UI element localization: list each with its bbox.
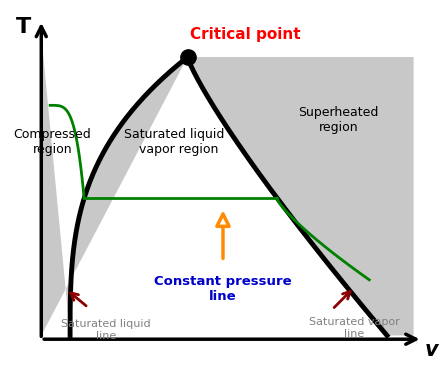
Text: Superheated
region: Superheated region xyxy=(298,106,378,134)
Text: Saturated vapor
line: Saturated vapor line xyxy=(309,317,400,339)
Text: Compressed
region: Compressed region xyxy=(13,128,91,156)
Polygon shape xyxy=(187,57,413,335)
Text: Saturated liquid -
vapor region: Saturated liquid - vapor region xyxy=(124,128,233,156)
Text: Constant pressure
line: Constant pressure line xyxy=(154,275,292,303)
Text: T: T xyxy=(16,17,31,37)
Text: Saturated liquid
line: Saturated liquid line xyxy=(61,319,151,341)
Text: Critical point: Critical point xyxy=(190,27,301,42)
Polygon shape xyxy=(41,35,187,335)
Text: v: v xyxy=(425,340,438,360)
